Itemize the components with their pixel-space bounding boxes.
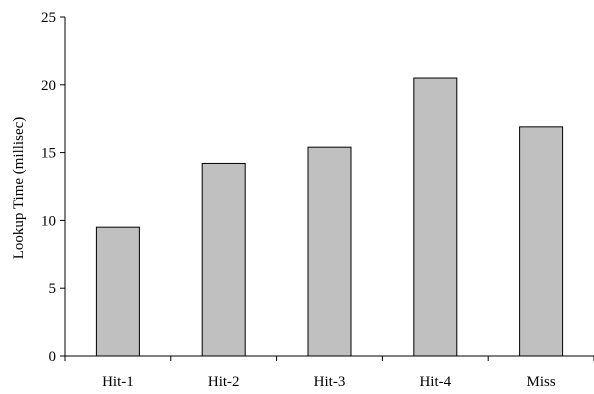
bar-hit-4	[413, 77, 458, 357]
x-tick-label: Miss	[527, 374, 556, 390]
bar-miss	[519, 126, 564, 357]
x-axis-ticks: Hit-1 Hit-2 Hit-3 Hit-4 Miss	[64, 356, 594, 390]
x-tick-label: Hit-1	[102, 374, 134, 390]
y-tick-label: 0	[49, 349, 57, 365]
x-tick-label: Hit-2	[208, 374, 240, 390]
y-tick-label: 15	[41, 146, 56, 162]
x-tick-label: Hit-4	[419, 374, 451, 390]
y-axis-label: Lookup Time (millisec)	[11, 117, 27, 260]
bar-hit-3	[307, 146, 352, 357]
x-tick-label: Hit-3	[314, 374, 346, 390]
bar-hit-2	[201, 162, 246, 357]
y-tick-label: 10	[41, 213, 56, 229]
bar-hit-1	[95, 226, 140, 357]
bars	[95, 77, 564, 357]
y-axis-ticks: 0 5 10 15 20 25	[41, 10, 65, 365]
y-tick-label: 25	[41, 10, 56, 26]
y-tick-label: 20	[41, 78, 56, 94]
y-tick-label: 5	[49, 281, 57, 297]
